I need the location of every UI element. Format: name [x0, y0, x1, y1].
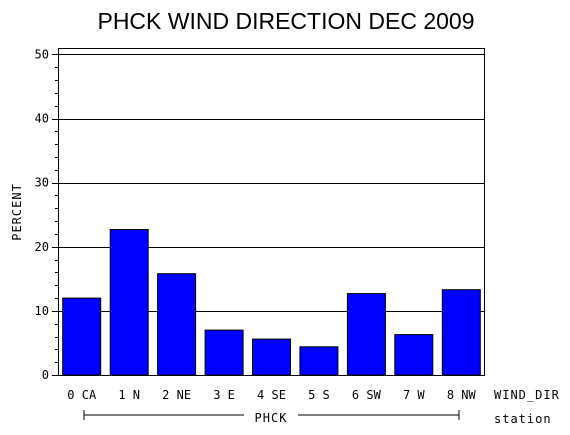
bar	[252, 338, 291, 376]
bar	[204, 329, 244, 376]
x-tick-label: 3 E	[213, 388, 235, 402]
x-axis-label: WIND_DIR	[494, 388, 560, 402]
x-tick-label: 6 SW	[352, 388, 382, 402]
bar	[157, 273, 197, 376]
chart-title: PHCK WIND DIRECTION DEC 2009	[97, 8, 474, 34]
axes	[52, 48, 485, 420]
y-tick-label: 20	[35, 240, 49, 254]
x-tick-label: 1 N	[118, 388, 140, 402]
y-axis-label: PERCENT	[10, 183, 24, 241]
y-tick-label: 50	[35, 47, 49, 61]
bar	[299, 346, 339, 376]
tick-labels: 0 10 20 30 40 50 0 CA 1 N 2 NE 3 E 4 SE 5 S 6 SW 7 W 8…	[35, 47, 477, 402]
x-tick-label: 4 SE	[257, 388, 286, 402]
x-tick-label: 5 S	[308, 388, 330, 402]
group-axis-label: station	[494, 412, 552, 426]
bar	[394, 334, 434, 376]
bar	[441, 289, 481, 376]
x-tick-label: 2 NE	[162, 388, 191, 402]
x-tick-label: 8 NW	[447, 388, 477, 402]
x-tick-label: 7 W	[403, 388, 425, 402]
bar	[62, 297, 102, 376]
bars	[62, 229, 481, 376]
y-tick-label: 10	[35, 304, 49, 318]
y-tick-label: 40	[35, 112, 49, 126]
y-tick-label: 0	[42, 368, 49, 382]
bar	[109, 229, 149, 376]
bar	[346, 293, 386, 376]
x-tick-label: 0 CA	[67, 388, 97, 402]
group-label: PHCK	[255, 411, 288, 425]
plot-frame	[58, 48, 485, 376]
y-tick-label: 30	[35, 176, 49, 190]
